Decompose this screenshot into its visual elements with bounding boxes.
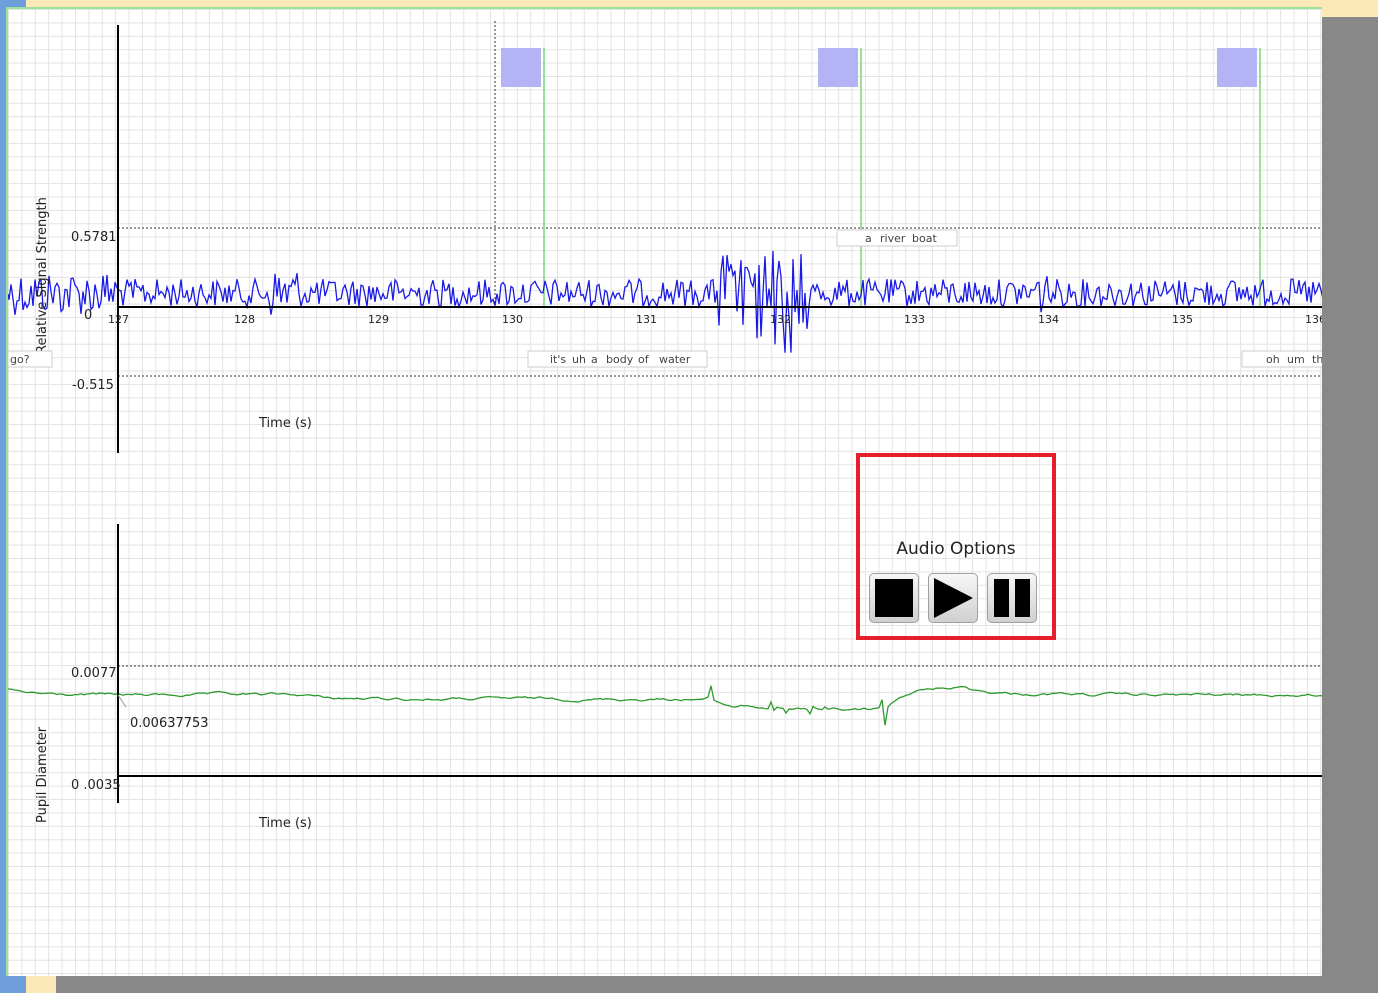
word-label[interactable]: oh (1266, 353, 1280, 366)
signal-x-ticks: 127 128 129 130 131 132 133 134 135 136 (108, 313, 1322, 326)
x-tick-label: 132 (770, 313, 791, 326)
event-highlight-box[interactable] (818, 48, 858, 87)
event-highlight-box[interactable] (501, 48, 541, 87)
signal-x-axis-title: Time (s) (258, 416, 312, 431)
x-tick-label: 130 (502, 313, 523, 326)
pupil-ymax-label: 0.0077 (71, 666, 117, 681)
pupil-cursor-value: 0.00637753 (130, 716, 209, 731)
word-box (8, 350, 53, 368)
signal-ymin-label: -0.515 (72, 378, 114, 393)
play-button[interactable] (928, 573, 978, 623)
pupil-x-axis-title: Time (s) (258, 816, 312, 831)
x-tick-label: 133 (904, 313, 925, 326)
word-label[interactable]: a (865, 232, 872, 245)
word-box (1241, 350, 1322, 368)
x-tick-label: 129 (368, 313, 389, 326)
pupil-plot[interactable]: 0.0077 0.00637753 0 .0035 Time (s) Pupil… (8, 524, 1322, 831)
word-label[interactable]: boat (912, 232, 937, 245)
word-label[interactable]: of (638, 353, 650, 366)
word-label[interactable]: um (1287, 353, 1305, 366)
word-label[interactable]: th (1312, 353, 1322, 366)
plot-canvas[interactable]: 0.5781 0 -0.515 127 128 129 130 131 132 … (6, 7, 1322, 976)
word-label[interactable]: it's (550, 353, 566, 366)
pause-button[interactable] (987, 573, 1037, 623)
signal-ymax-label: 0.5781 (71, 230, 117, 245)
x-tick-label: 131 (636, 313, 657, 326)
play-icon (934, 578, 973, 618)
x-tick-label: 134 (1038, 313, 1059, 326)
signal-y-axis-title: Relative Signal Strength (35, 197, 50, 354)
signal-zero-label: 0 (84, 308, 92, 323)
word-label[interactable]: river (880, 232, 906, 245)
pupil-trace (8, 685, 1322, 726)
signal-waveform (8, 250, 1322, 353)
audio-options-panel: Audio Options (856, 453, 1056, 640)
word-label[interactable]: water (659, 353, 691, 366)
plots-svg: 0.5781 0 -0.515 127 128 129 130 131 132 … (8, 21, 1322, 831)
word-box (527, 350, 708, 368)
x-tick-label: 135 (1172, 313, 1193, 326)
transcript-above: a river boat (836, 229, 958, 247)
event-highlight-box[interactable] (1217, 48, 1257, 87)
transcript-below: go? it's uh a body of water oh um th (8, 350, 1322, 368)
word-label[interactable]: body (606, 353, 634, 366)
x-tick-label: 127 (108, 313, 129, 326)
word-label[interactable]: a (591, 353, 598, 366)
word-label[interactable]: go? (10, 353, 30, 366)
pupil-y-axis-title: Pupil Diameter (35, 726, 50, 823)
cursor-value-pointer (117, 694, 127, 708)
stop-button[interactable] (869, 573, 919, 623)
x-tick-label: 128 (234, 313, 255, 326)
word-label[interactable]: uh (572, 353, 586, 366)
pupil-ymin-label: 0 .0035 (71, 778, 121, 793)
x-tick-label: 136 (1305, 313, 1322, 326)
audio-options-title: Audio Options (896, 539, 1016, 559)
pause-icon (994, 579, 1030, 617)
stop-icon (875, 579, 913, 617)
signal-plot[interactable]: 0.5781 0 -0.515 127 128 129 130 131 132 … (8, 21, 1322, 453)
word-box (836, 229, 958, 247)
